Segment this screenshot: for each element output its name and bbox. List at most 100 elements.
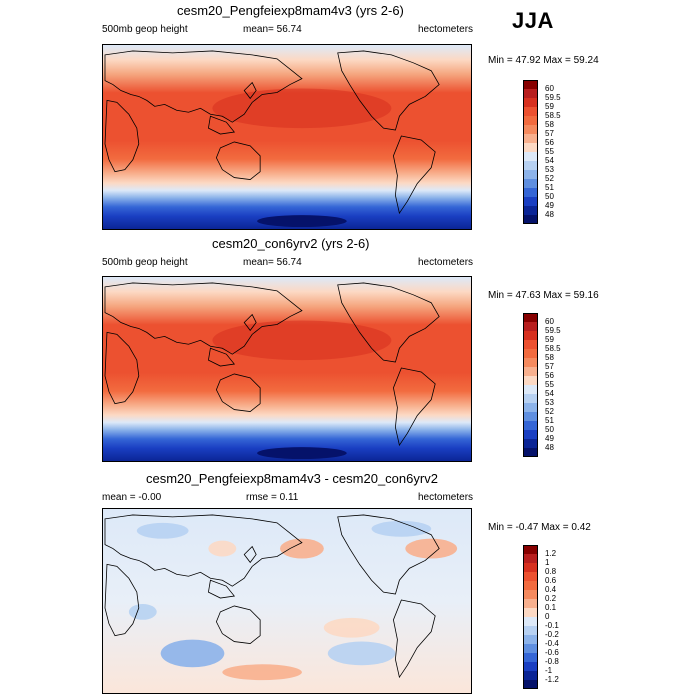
colorbar-swatch bbox=[523, 662, 538, 671]
panel-2-title: cesm20_con6yrv2 (yrs 2-6) bbox=[212, 236, 370, 251]
colorbar-tick-label: -0.2 bbox=[545, 630, 559, 639]
coastline bbox=[104, 563, 140, 637]
colorbar-swatch bbox=[523, 403, 538, 412]
panel-1-variable-label: 500mb geop height bbox=[102, 24, 188, 35]
colorbar-tick-label: 57 bbox=[545, 362, 554, 371]
anomaly-region bbox=[371, 520, 432, 537]
coastline bbox=[243, 545, 257, 564]
colorbar-tick-label: 50 bbox=[545, 425, 554, 434]
colorbar-tick-label: 0.4 bbox=[545, 585, 557, 594]
colorbar-swatch bbox=[523, 412, 538, 421]
colorbar-tick-label: 0.6 bbox=[545, 576, 557, 585]
colorbar-tick-label: 51 bbox=[545, 416, 554, 425]
colorbar-tick-label: 59.5 bbox=[545, 326, 561, 335]
colorbar-tick-label: 53 bbox=[545, 398, 554, 407]
panel-3-rmse-label: rmse = 0.11 bbox=[246, 492, 299, 503]
colorbar-tick-label: 49 bbox=[545, 201, 554, 210]
panel-1-map bbox=[102, 44, 472, 230]
colorbar-swatch bbox=[523, 680, 538, 689]
colorbar-swatch bbox=[523, 358, 538, 367]
colorbar-swatch bbox=[523, 671, 538, 680]
colorbar-tick-label: 0.8 bbox=[545, 567, 557, 576]
anomaly-region bbox=[222, 664, 302, 681]
colorbar-swatch bbox=[523, 134, 538, 143]
colorbar-swatch bbox=[523, 98, 538, 107]
coastline bbox=[393, 135, 436, 215]
colorbar-swatch bbox=[523, 394, 538, 403]
colorbar-tick-label: 51 bbox=[545, 183, 554, 192]
colorbar-swatch bbox=[523, 125, 538, 134]
colorbar-tick-label: 53 bbox=[545, 165, 554, 174]
map-plot bbox=[103, 45, 471, 229]
colorbar-frame bbox=[523, 80, 538, 224]
colorbar-swatch bbox=[523, 89, 538, 98]
colorbar-tick-label: 56 bbox=[545, 371, 554, 380]
colorbar-tick-label: 0.2 bbox=[545, 594, 557, 603]
panel-3-minmax: Min = -0.47 Max = 0.42 bbox=[488, 522, 591, 533]
panel-2-map bbox=[102, 276, 472, 462]
panel-2-variable-label: 500mb geop height bbox=[102, 257, 188, 268]
coastline bbox=[215, 141, 261, 180]
colorbar-swatch bbox=[523, 340, 538, 349]
polar-low-region bbox=[257, 447, 347, 460]
colorbar-swatch bbox=[523, 367, 538, 376]
anomaly-region bbox=[327, 641, 396, 666]
coastline bbox=[215, 605, 261, 644]
season-label: JJA bbox=[512, 8, 554, 33]
coastline bbox=[337, 282, 440, 363]
map-plot bbox=[103, 509, 471, 693]
colorbar-tick-label: 54 bbox=[545, 389, 554, 398]
colorbar-swatch bbox=[523, 572, 538, 581]
colorbar-tick-label: -0.1 bbox=[545, 621, 559, 630]
anomaly-region bbox=[405, 538, 458, 559]
colorbar-swatch bbox=[523, 590, 538, 599]
colorbar-tick-label: 48 bbox=[545, 443, 554, 452]
colorbar-tick-label: 60 bbox=[545, 317, 554, 326]
colorbar-tick-label: 52 bbox=[545, 407, 554, 416]
colorbar-swatch bbox=[523, 215, 538, 224]
coastline bbox=[104, 514, 303, 587]
colorbar-swatch bbox=[523, 116, 538, 125]
colorbar-tick-label: 58 bbox=[545, 353, 554, 362]
colorbar-swatch bbox=[523, 430, 538, 439]
panel-3-mean-label: mean = -0.00 bbox=[102, 492, 162, 503]
coastline bbox=[207, 579, 236, 599]
colorbar-tick-label: 58.5 bbox=[545, 111, 561, 120]
colorbar-swatch bbox=[523, 599, 538, 608]
subtropical-high-region bbox=[212, 320, 392, 361]
colorbar-swatch bbox=[523, 161, 538, 170]
colorbar-swatch bbox=[523, 554, 538, 563]
coastline bbox=[104, 331, 140, 405]
colorbar-tick-label: 58.5 bbox=[545, 344, 561, 353]
colorbar-swatch bbox=[523, 188, 538, 197]
colorbar-swatch bbox=[523, 439, 538, 448]
colorbar-frame bbox=[523, 313, 538, 457]
field-shading bbox=[103, 509, 471, 693]
colorbar-swatch bbox=[523, 644, 538, 653]
coastline bbox=[243, 81, 257, 100]
colorbar-swatch bbox=[523, 653, 538, 662]
colorbar-tick-label: 52 bbox=[545, 174, 554, 183]
panel-1-mean-label: mean= 56.74 bbox=[243, 24, 302, 35]
coastline bbox=[104, 50, 303, 123]
colorbar-tick-label: 54 bbox=[545, 156, 554, 165]
anomaly-region bbox=[128, 603, 157, 620]
colorbar-swatch bbox=[523, 107, 538, 116]
colorbar-tick-label: 1.2 bbox=[545, 549, 557, 558]
subtropical-high-region bbox=[212, 88, 392, 129]
polar-low-region bbox=[257, 215, 347, 228]
colorbar-swatch bbox=[523, 322, 538, 331]
anomaly-region bbox=[136, 522, 189, 539]
colorbar-swatch bbox=[523, 206, 538, 215]
map-plot bbox=[103, 277, 471, 461]
colorbar-tick-label: 60 bbox=[545, 84, 554, 93]
colorbar-tick-label: 0.1 bbox=[545, 603, 557, 612]
colorbar-tick-label: 56 bbox=[545, 138, 554, 147]
colorbar-tick-label: 48 bbox=[545, 210, 554, 219]
colorbar-tick-label: 0 bbox=[545, 612, 550, 621]
anomaly-region bbox=[280, 538, 324, 559]
colorbar-swatch bbox=[523, 635, 538, 644]
colorbar-swatch bbox=[523, 197, 538, 206]
colorbar-tick-label: -1 bbox=[545, 666, 553, 675]
panel-2-minmax: Min = 47.63 Max = 59.16 bbox=[488, 290, 599, 301]
